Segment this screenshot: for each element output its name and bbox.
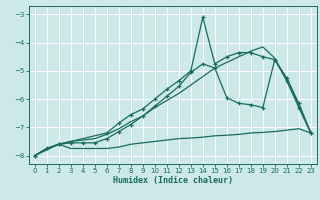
X-axis label: Humidex (Indice chaleur): Humidex (Indice chaleur) bbox=[113, 176, 233, 185]
